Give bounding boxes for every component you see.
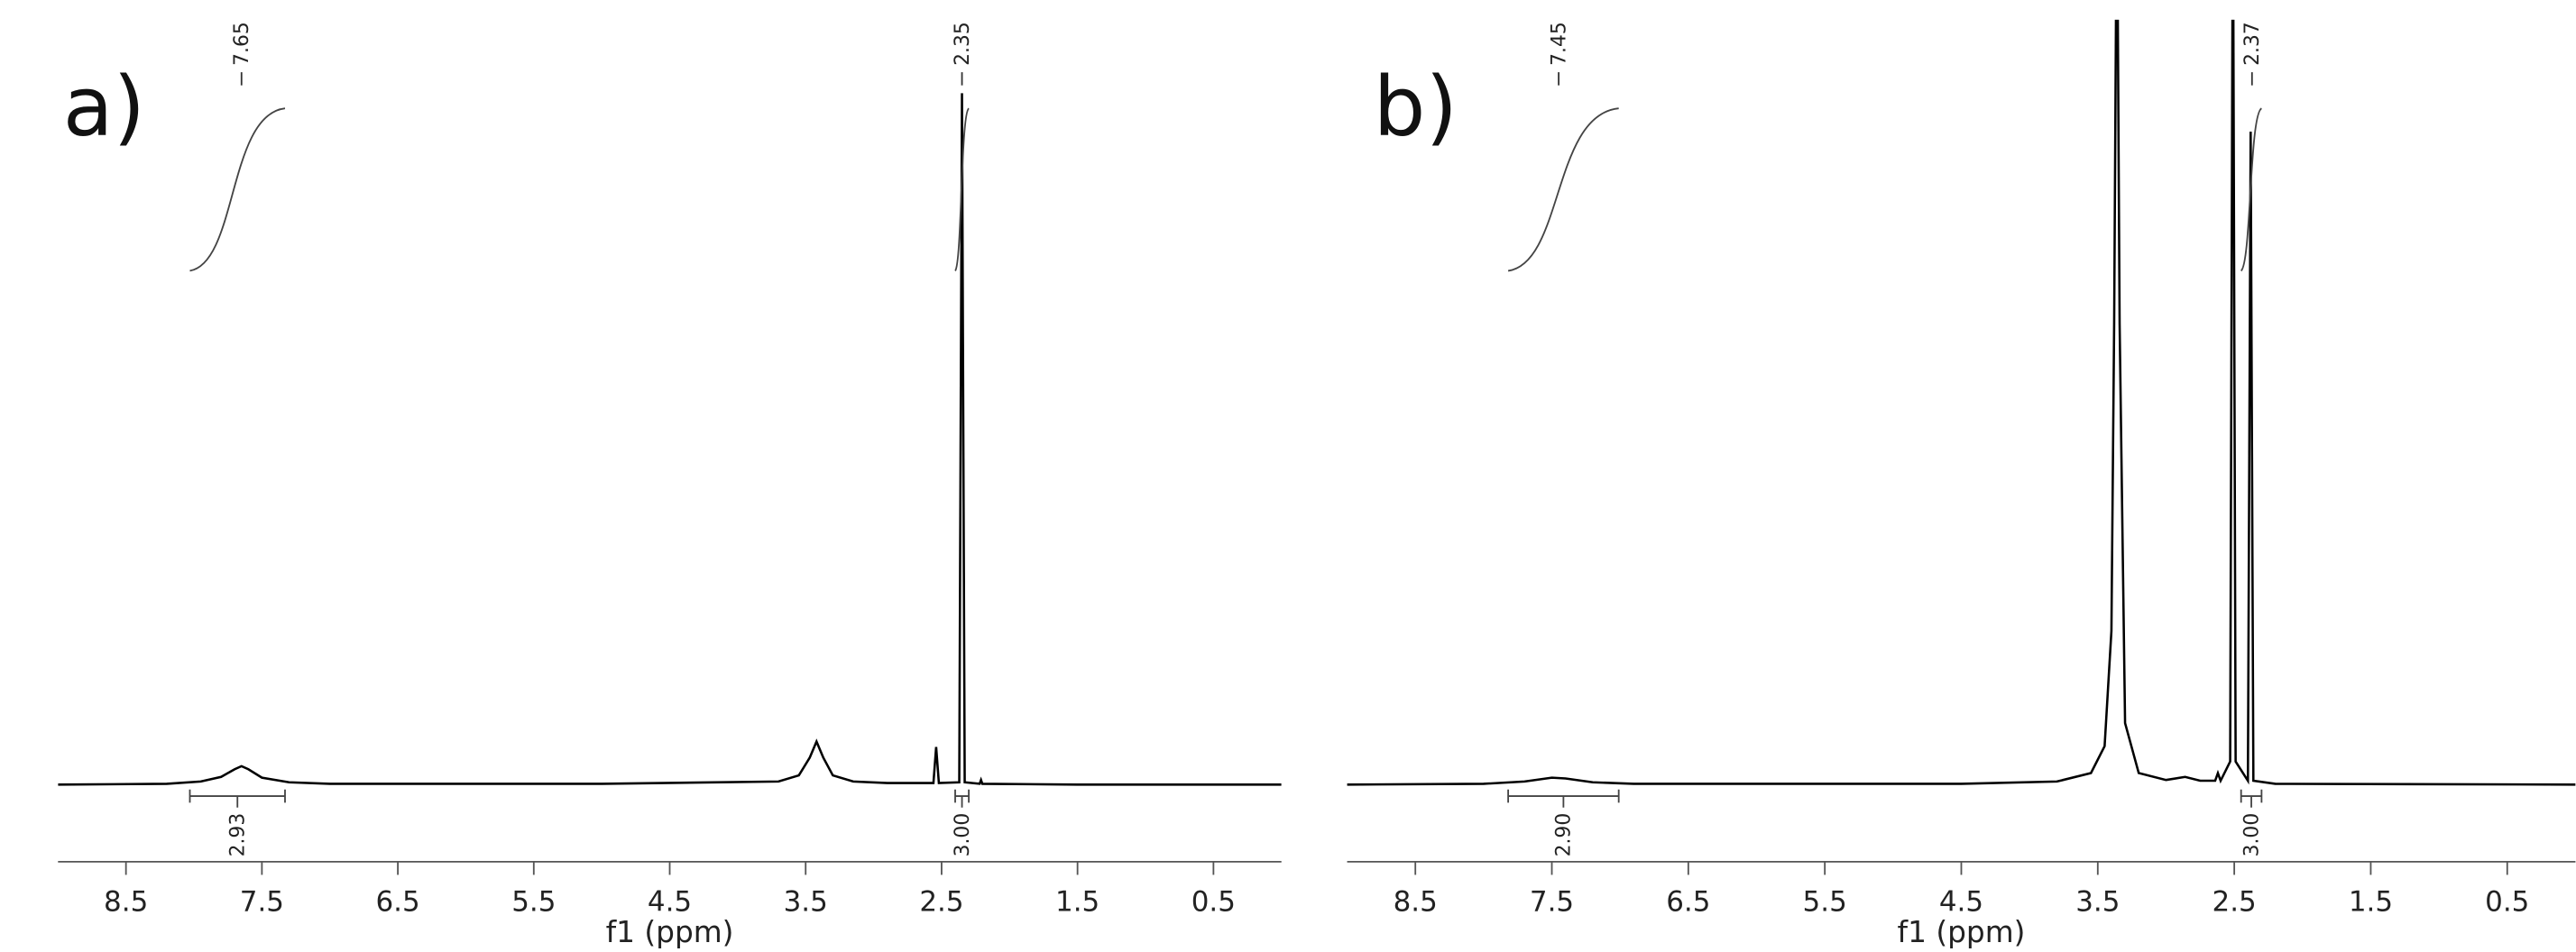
integral-bracket [1507, 789, 1620, 808]
integral-curve [189, 107, 286, 272]
panel-label: b) [1374, 60, 1458, 154]
peak-label: 2.35 [952, 22, 974, 66]
panel-label: a) [63, 60, 145, 154]
x-tick-label: 0.5 [2485, 885, 2529, 918]
panel: b) 8.5 7.5 6.5 5.5 4.5 3.5 2.5 1.5 0.5 f1 (ppm) 7.4… [1347, 19, 2576, 949]
x-tick-label: 2.5 [2213, 885, 2257, 918]
panel: a) 8.5 7.5 6.5 5.5 4.5 3.5 2.5 1.5 0.5 f1 (ppm) 7.6… [58, 22, 1282, 949]
integral-bracket [2240, 789, 2263, 808]
peak-label: 7.65 [231, 22, 253, 66]
x-axis-title: f1 (ppm) [606, 915, 734, 949]
x-tick-label: 5.5 [1803, 885, 1847, 918]
x-tick-label: 5.5 [511, 885, 556, 918]
x-tick-label: 1.5 [2349, 885, 2393, 918]
x-tick-label: 4.5 [648, 885, 692, 918]
peak-label: 7.45 [1548, 22, 1570, 66]
integral-bracket [189, 789, 286, 808]
spectrum-line [58, 93, 1282, 786]
integral-curve [2240, 107, 2263, 272]
x-tick-label: 6.5 [1666, 885, 1710, 918]
integral-label: 3.00 [952, 813, 974, 857]
x-tick-label: 8.5 [1394, 885, 1438, 918]
spectrum-line [1347, 19, 2576, 786]
integral-label: 2.90 [1553, 813, 1576, 857]
x-tick-label: 6.5 [375, 885, 419, 918]
x-tick-label: 7.5 [1530, 885, 1574, 918]
x-tick-label: 0.5 [1191, 885, 1236, 918]
integral-label: 2.93 [227, 813, 250, 857]
integral-curve [954, 107, 970, 271]
x-axis-title: f1 (ppm) [1898, 915, 2026, 949]
peak-label: 2.37 [2241, 22, 2264, 66]
x-tick-label: 3.5 [2075, 885, 2120, 918]
x-tick-label: 2.5 [919, 885, 963, 918]
x-tick-label: 4.5 [1939, 885, 1983, 918]
x-tick-label: 1.5 [1055, 885, 1099, 918]
integral-curve [1507, 107, 1619, 272]
x-tick-label: 8.5 [104, 885, 148, 918]
integral-bracket [954, 789, 970, 808]
x-tick-label: 7.5 [240, 885, 284, 918]
x-tick-label: 3.5 [784, 885, 828, 918]
integral-label: 3.00 [2240, 813, 2263, 857]
